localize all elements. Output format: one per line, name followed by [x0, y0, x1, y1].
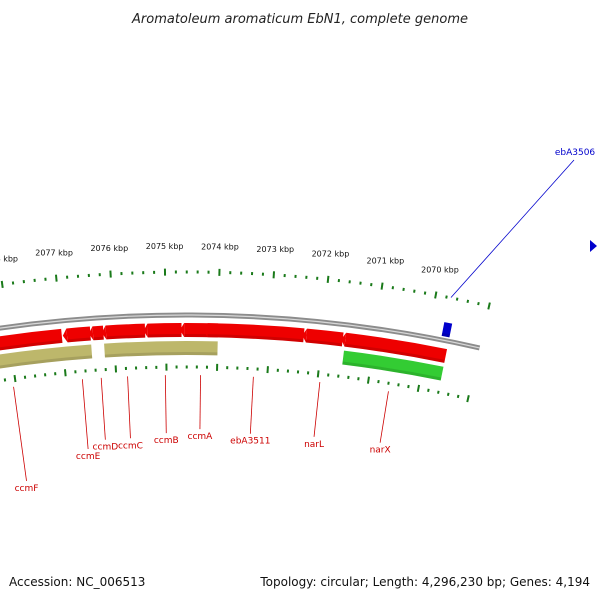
gene-shade [441, 332, 451, 338]
major-tick [416, 384, 421, 393]
gene-shade [104, 352, 218, 358]
gene-ccmE [66, 326, 91, 343]
gene-arrowhead [302, 328, 308, 343]
gene-arrowhead [62, 328, 68, 343]
gene-shade [147, 334, 182, 338]
gene-label-ccmA: ccmA [188, 432, 214, 442]
gene-shade [0, 339, 63, 351]
gene-label-ccmE: ccmE [76, 452, 101, 462]
gene-shade [207, 334, 304, 343]
gene-leader-line [379, 391, 389, 443]
gene-leader-line [313, 382, 321, 437]
backbone-layer [0, 312, 481, 351]
major-tick [63, 369, 67, 377]
gene-arrowhead [341, 332, 347, 347]
gene-shade [106, 334, 146, 340]
tick-label: 2076 kbp [90, 244, 128, 253]
map-title: Aromatoleum aromaticum EbN1, complete ge… [131, 12, 468, 27]
gene-leader-line [164, 375, 167, 434]
major-tick [316, 370, 320, 378]
gene-narL [305, 328, 344, 347]
major-tick [366, 376, 370, 384]
minor-tick [455, 297, 459, 301]
gene-narX [344, 332, 448, 363]
gene-arrowhead [101, 325, 107, 340]
major-tick [13, 374, 17, 383]
gene-label-narL: narL [304, 440, 324, 450]
gene-ebA3506 [441, 322, 453, 338]
gene-leader-line [81, 379, 89, 450]
gene-leader-line [450, 159, 575, 298]
minor-tick [456, 394, 460, 399]
minor-tick [407, 384, 410, 389]
major-tick [487, 302, 491, 310]
gene-label-ccmD: ccmD [93, 443, 119, 453]
gene-label-narX: narX [370, 446, 391, 456]
major-tick [326, 275, 330, 283]
gene-leader-line [249, 376, 254, 434]
major-tick [466, 395, 470, 403]
gene-ebA3506-marker [590, 240, 597, 252]
gene-arrowhead [143, 323, 148, 338]
gene-shade [93, 336, 104, 341]
tick-layer: 2070 kbp 2071 kbp 2072 kbp 2073 kbp 2074 kbp… [0, 242, 491, 403]
gene-label-ccmF: ccmF [15, 484, 39, 494]
gene-label-ebA3511: ebA3511 [230, 437, 270, 447]
gene-label-ccmB: ccmB [154, 436, 179, 446]
tick-label: 2071 kbp [367, 256, 405, 265]
gene-ccmD [92, 325, 104, 341]
gene-shade [342, 361, 442, 381]
minor-tick [445, 295, 448, 299]
gene-label-ccmC: ccmC [118, 441, 143, 451]
gene-block [0, 344, 93, 369]
gene-ebA3511 [207, 323, 305, 343]
minor-tick [446, 392, 450, 396]
gene-arrowhead [179, 323, 185, 338]
gene-label-ebA3506: ebA3506 [555, 148, 596, 158]
gene-arrowhead [88, 326, 94, 341]
major-tick [434, 291, 438, 299]
tick-label: 2078 kbp [0, 255, 18, 264]
topology-text: Topology: circular; Length: 4,296,230 bp… [259, 575, 590, 589]
backbone-highlight [0, 314, 480, 349]
minor-tick [437, 390, 440, 394]
gene-shade [344, 343, 445, 363]
gene-shade [67, 337, 91, 343]
major-tick [54, 274, 58, 282]
minor-tick [423, 291, 427, 295]
minor-tick [466, 299, 470, 304]
gene-shade [305, 339, 343, 347]
tick-label: 2077 kbp [35, 248, 73, 257]
gene-ccmC [105, 323, 146, 340]
gene-leader-line [199, 375, 201, 430]
major-tick [0, 280, 4, 289]
gene-block [104, 341, 218, 358]
minor-tick [477, 301, 480, 306]
gene-layer [0, 240, 597, 381]
minor-tick [413, 289, 416, 293]
tick-label: 2072 kbp [312, 250, 350, 259]
tick-label: 2070 kbp [421, 265, 459, 274]
gene-leader-line [127, 376, 131, 439]
major-tick [380, 282, 384, 290]
gene-shade [0, 355, 93, 369]
tick-label: 2075 kbp [146, 242, 184, 251]
minor-tick [397, 383, 400, 387]
accession-text: Accession: NC_006513 [9, 575, 145, 589]
gene-arrowhead [203, 323, 208, 338]
gene-ccmB [147, 323, 182, 338]
gene-ccmF [0, 328, 63, 351]
gene-block [342, 350, 444, 381]
gene-leader-line [100, 377, 106, 440]
tick-label: 2073 kbp [256, 245, 294, 254]
tick-label: 2074 kbp [201, 242, 239, 251]
gene-leader-line [13, 386, 27, 481]
minor-tick [427, 388, 430, 392]
